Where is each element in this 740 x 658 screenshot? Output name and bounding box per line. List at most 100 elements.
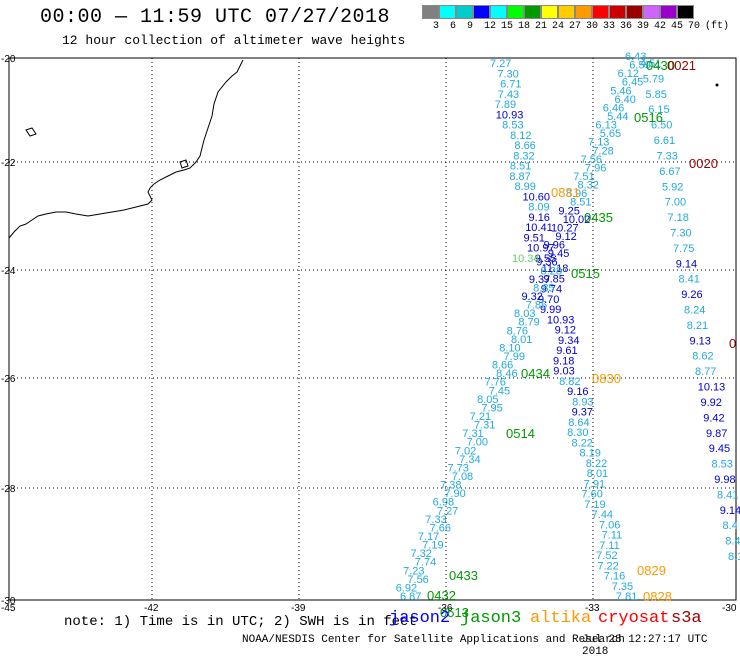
track-a-value: 9.03 — [553, 366, 574, 378]
time-label-jason3: 0435 — [584, 210, 613, 225]
legend-swatch — [524, 5, 541, 19]
legend-label: 3 — [433, 21, 440, 32]
track-b-value: 8.28 — [541, 265, 562, 277]
track-a-value: 8.51 — [510, 161, 531, 173]
page-title: 00:00 — 11:59 UTC 07/27/2018 — [40, 6, 391, 29]
track-b-value: 9.45 — [548, 248, 569, 260]
track-b-value: 6.12 — [618, 68, 639, 80]
track-b-value: 7.21 — [470, 411, 491, 423]
track-a-value: 9.55 — [535, 253, 556, 265]
track-a-value: 11.18 — [542, 263, 569, 275]
track-b-value: 8.85 — [533, 282, 554, 294]
track-a-value: 7.52 — [596, 550, 617, 562]
track-b-value: 7.13 — [588, 137, 609, 149]
track-a-value: 8.19 — [579, 448, 600, 460]
time-label-s3a: 0 — [729, 336, 736, 351]
track-a-value: 7.44 — [592, 509, 613, 521]
track-a-value: 9.99 — [540, 304, 561, 316]
time-label-jason3: 0515 — [571, 266, 600, 281]
track-b-value: 7.02 — [455, 445, 476, 457]
lat-label: -30 — [1, 596, 16, 607]
legend-label: 18 — [518, 21, 531, 32]
time-label-altika: 0829 — [637, 563, 666, 578]
color-scale-legend — [422, 5, 694, 19]
track-a-value: 9.51 — [523, 232, 544, 244]
track-b-value: 7.08 — [452, 471, 473, 483]
track-b-value: 7.33 — [425, 514, 446, 526]
time-label-jason3: 0430 — [646, 58, 675, 73]
legend-swatch — [422, 5, 439, 19]
track-a-value: 7.22 — [597, 560, 618, 572]
satellite-legend-s3a: s3a — [671, 609, 702, 628]
track-a-value: 8.09 — [528, 202, 549, 214]
track-c-value: 9.14 — [720, 505, 740, 517]
legend-label: 36 — [620, 21, 633, 32]
track-b-value: 9.25 — [558, 205, 579, 217]
track-value-labels: 7.277.306.717.437.8910.938.538.128.668.3… — [396, 51, 740, 620]
track-c-value: 4.51 — [640, 58, 661, 70]
track-a-value: 9.70 — [538, 294, 559, 306]
track-a-value: 8.82 — [559, 376, 580, 388]
track-a-value: 8.53 — [502, 120, 523, 132]
track-b-value: 7.76 — [484, 377, 505, 389]
coastline — [8, 59, 244, 239]
track-c-value: 9.14 — [676, 258, 697, 270]
track-b-value: 6.13 — [595, 120, 616, 132]
track-c-value: 6.61 — [654, 135, 675, 147]
track-c-value: 5.79 — [643, 73, 664, 85]
legend-label: (ft) — [705, 21, 730, 32]
track-b-value: 7.31 — [462, 428, 483, 440]
track-b-value: 9.36 — [536, 257, 557, 269]
track-a-value: 10.41 — [525, 222, 553, 234]
lon-label: -30 — [722, 603, 737, 614]
track-b-value: 6.46 — [603, 102, 624, 114]
axis-labels: -20-22-24-26-28-30-45 -42 -39 -36 -33 -30 — [1, 54, 737, 614]
time-label-jason3: 0433 — [449, 568, 478, 583]
track-a-value: 8.64 — [568, 417, 589, 429]
track-c-value: 8.4 — [723, 520, 738, 532]
track-c-value: 7.75 — [673, 243, 694, 255]
track-c-value: 7.00 — [665, 197, 686, 209]
lat-label: -20 — [1, 54, 16, 65]
footer-credit: NOAA/NESDIS Center for Satellite Applica… — [242, 634, 625, 646]
track-a-value: 8.22 — [586, 458, 607, 470]
track-b-value: 8.79 — [518, 317, 539, 329]
time-label-altika: 0830 — [592, 371, 621, 386]
track-c-value: 7.18 — [668, 212, 689, 224]
legend-swatch — [473, 5, 490, 19]
track-a-value: 8.66 — [514, 140, 535, 152]
track-c-value: 8.1 — [728, 551, 740, 563]
track-c-value: 9.42 — [703, 412, 724, 424]
legend-swatch — [592, 5, 609, 19]
island-dot — [715, 83, 719, 87]
track-c-value: 8.41 — [679, 274, 700, 286]
track-a-value: 8.22 — [572, 437, 593, 449]
track-a-value: 9.61 — [556, 345, 577, 357]
legend-swatch — [660, 5, 677, 19]
legend-label: 27 — [569, 21, 582, 32]
legend-swatch — [558, 5, 575, 19]
satellite-legend-jason2: jason2 — [389, 609, 451, 628]
track-c-value: 8.21 — [687, 320, 708, 332]
legend-label: 9 — [467, 21, 474, 32]
track-c-value: 8.41 — [717, 489, 738, 501]
track-c-value: 6.67 — [659, 166, 680, 178]
lat-label: -28 — [1, 484, 16, 495]
lon-label: -45 — [1, 603, 16, 614]
green-value: 10.34 — [512, 253, 540, 265]
time-label-jason3: 0516 — [634, 110, 663, 125]
legend-swatch — [626, 5, 643, 19]
track-a-value: 7.43 — [498, 89, 519, 101]
track-b-value: 6.40 — [615, 94, 636, 106]
legend-swatch — [643, 5, 660, 19]
track-c-value: 9.13 — [690, 335, 711, 347]
track-c-value: 9.92 — [701, 397, 722, 409]
legend-swatch — [490, 5, 507, 19]
map-frame — [8, 57, 737, 601]
legend-swatch — [439, 5, 456, 19]
track-a-value: 7.16 — [604, 571, 625, 583]
legend-label: 70 — [688, 21, 701, 32]
track-a-value: 7.11 — [599, 540, 620, 552]
